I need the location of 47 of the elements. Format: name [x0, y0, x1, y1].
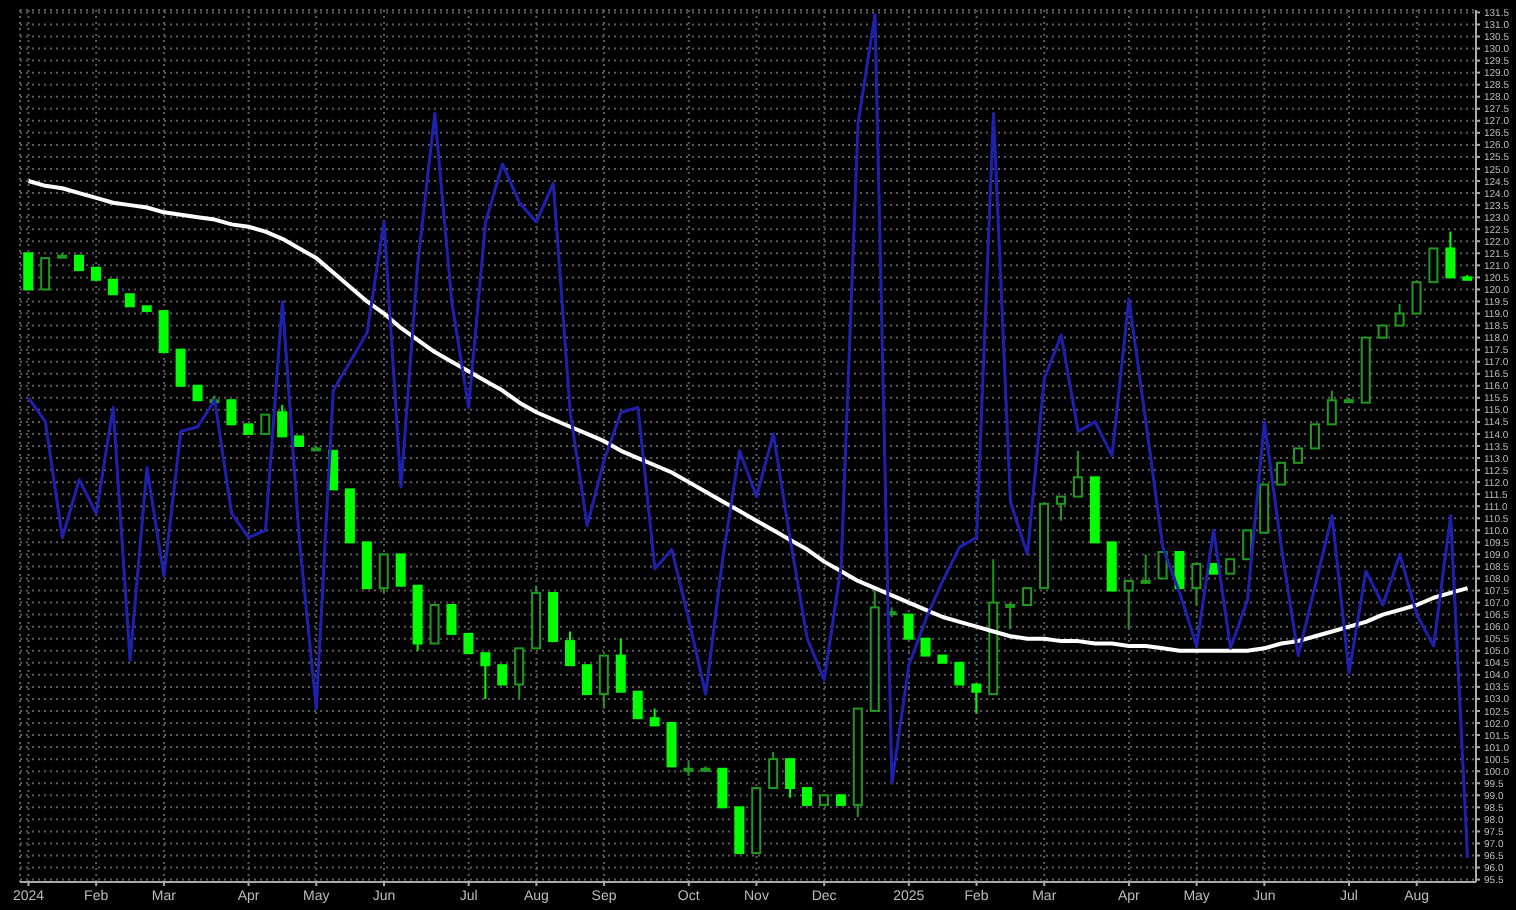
candlestick	[666, 722, 677, 768]
candlestick	[954, 661, 965, 686]
line-series	[26, 179, 1470, 653]
candlestick	[446, 603, 457, 635]
candlestick	[1276, 461, 1287, 486]
candlestick	[598, 654, 609, 710]
candlestick	[429, 603, 440, 645]
candlestick	[1411, 281, 1422, 315]
candlestick	[1394, 302, 1405, 327]
candlestick	[40, 257, 51, 291]
candlestick	[768, 750, 779, 790]
candlestick	[615, 637, 626, 693]
candlestick	[717, 767, 728, 809]
candlestick	[1140, 553, 1151, 585]
candlestick	[480, 652, 491, 700]
candlestick	[260, 413, 271, 435]
candlestick	[378, 553, 389, 594]
candlestick	[581, 664, 592, 696]
candlestick	[1055, 495, 1066, 522]
candlestick	[734, 806, 745, 855]
candlestick	[971, 683, 982, 715]
candlestick	[1005, 601, 1016, 631]
candlestick	[1242, 529, 1253, 561]
candlestick	[277, 404, 288, 438]
candlestick	[497, 664, 508, 686]
candlestick	[1174, 550, 1185, 590]
candlestick	[632, 690, 643, 720]
candlestick	[785, 758, 796, 799]
candlestick	[565, 630, 575, 667]
candlestick	[23, 252, 34, 291]
candlestick	[1428, 247, 1439, 284]
candlestick	[395, 553, 406, 587]
candlestick	[1445, 230, 1456, 279]
candlestick	[158, 310, 169, 354]
candlestick	[1123, 579, 1134, 631]
candlestick	[463, 632, 474, 655]
candlestick	[226, 399, 237, 426]
line-series	[26, 13, 1470, 860]
candlestick	[361, 541, 372, 590]
candlestick	[1072, 449, 1083, 498]
candlestick	[903, 613, 914, 640]
candlestick	[514, 647, 525, 700]
candlestick	[1157, 550, 1168, 580]
candlestick	[1191, 563, 1202, 606]
candlestick	[175, 348, 186, 387]
candlestick	[1309, 423, 1320, 450]
candlestick	[1326, 389, 1337, 426]
